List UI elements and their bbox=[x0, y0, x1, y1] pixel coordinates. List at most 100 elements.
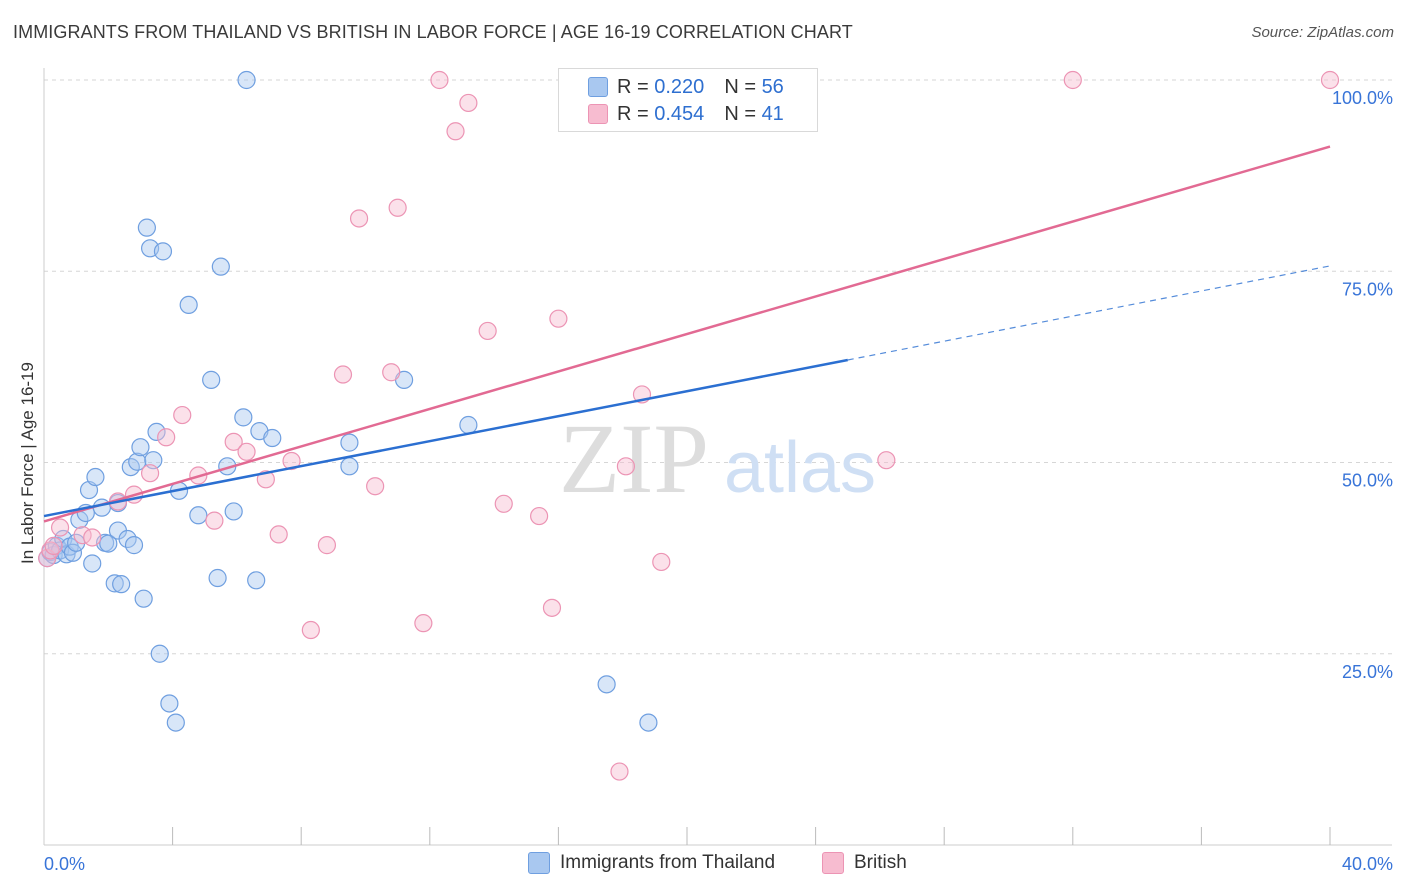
data-point-thailand bbox=[160, 694, 179, 713]
y-tick-label: 75.0% bbox=[1342, 279, 1393, 299]
trend-line-thailand-extension bbox=[847, 265, 1331, 361]
data-point-thailand bbox=[179, 295, 198, 315]
data-point-british bbox=[83, 528, 102, 547]
data-point-thailand bbox=[211, 257, 230, 276]
data-point-thailand bbox=[202, 370, 221, 389]
legend-thailand: Immigrants from Thailand bbox=[528, 852, 775, 874]
thailand-n-label: N = bbox=[724, 75, 756, 98]
data-point-thailand bbox=[86, 467, 105, 487]
data-point-thailand bbox=[224, 502, 243, 521]
data-point-british bbox=[610, 762, 629, 781]
data-point-thailand bbox=[166, 713, 185, 732]
data-point-british bbox=[430, 70, 449, 90]
x-tick-label-min: 0.0% bbox=[44, 854, 85, 874]
axes bbox=[43, 68, 1392, 846]
british-swatch bbox=[588, 104, 608, 124]
data-point-thailand bbox=[124, 536, 144, 555]
data-point-british bbox=[1063, 70, 1082, 90]
data-point-thailand bbox=[459, 415, 478, 435]
data-point-british bbox=[478, 321, 497, 341]
legend-british-label: British bbox=[854, 852, 907, 873]
data-point-british bbox=[317, 536, 337, 555]
british-r-label: R = bbox=[617, 102, 649, 125]
grid-lines bbox=[44, 79, 1392, 655]
data-point-british bbox=[301, 620, 320, 640]
british-stats-row: R = 0.454 N = 41 bbox=[617, 102, 784, 126]
data-point-thailand bbox=[131, 438, 150, 457]
data-point-british bbox=[157, 428, 176, 447]
data-point-british bbox=[224, 432, 243, 451]
legend-thailand-swatch bbox=[528, 852, 550, 874]
data-point-british bbox=[269, 525, 288, 544]
trend-line-thailand bbox=[43, 358, 848, 518]
data-point-british bbox=[50, 518, 70, 537]
data-point-british bbox=[616, 457, 636, 476]
data-point-british bbox=[349, 209, 369, 228]
british-n-value: 41 bbox=[761, 102, 784, 125]
data-point-british bbox=[44, 536, 63, 555]
x-tick-label-max: 40.0% bbox=[1342, 854, 1393, 874]
series-british bbox=[38, 70, 1340, 781]
data-point-british bbox=[256, 470, 275, 489]
data-point-british bbox=[140, 464, 160, 483]
data-point-british bbox=[1320, 70, 1340, 90]
data-point-british bbox=[237, 442, 256, 461]
stats-legend-box: R = 0.220 N = 56 R = 0.454 N = 41 bbox=[558, 68, 818, 132]
watermark: ZIP atlas bbox=[559, 403, 876, 514]
y-tick-label: 50.0% bbox=[1342, 471, 1393, 491]
trend-line-british bbox=[43, 145, 1331, 523]
thailand-stats-row: R = 0.220 N = 56 bbox=[617, 75, 784, 99]
thailand-r-value: 0.220 bbox=[654, 75, 705, 98]
data-point-thailand bbox=[247, 571, 266, 590]
data-point-british bbox=[652, 552, 671, 572]
data-point-thailand bbox=[234, 408, 253, 427]
data-point-thailand bbox=[147, 422, 166, 441]
data-point-british bbox=[494, 494, 513, 513]
data-point-thailand bbox=[340, 457, 359, 476]
data-point-british bbox=[414, 614, 433, 633]
data-point-british bbox=[382, 363, 401, 382]
data-point-thailand bbox=[83, 554, 102, 573]
data-point-thailand bbox=[63, 543, 83, 562]
data-point-thailand bbox=[128, 452, 147, 471]
data-point-thailand bbox=[112, 575, 131, 594]
source-credit: Source: ZipAtlas.com bbox=[1251, 24, 1394, 41]
thailand-n-value: 56 bbox=[761, 75, 784, 98]
data-point-thailand bbox=[134, 589, 153, 608]
data-point-british bbox=[333, 365, 353, 384]
data-point-british bbox=[549, 309, 568, 328]
legend-british: British bbox=[822, 852, 907, 874]
data-point-thailand bbox=[237, 70, 256, 90]
watermark-zip: ZIP bbox=[559, 403, 709, 514]
data-point-british bbox=[282, 451, 301, 471]
watermark-atlas: atlas bbox=[724, 428, 876, 508]
data-point-british bbox=[877, 451, 896, 470]
y-tick-label: 25.0% bbox=[1342, 662, 1393, 682]
thailand-r-label: R = bbox=[617, 75, 649, 98]
y-axis-label: In Labor Force | Age 16-19 bbox=[18, 362, 37, 564]
legend-british-swatch bbox=[822, 852, 844, 874]
data-point-thailand bbox=[105, 574, 124, 593]
data-point-thailand bbox=[99, 534, 118, 553]
data-point-british bbox=[530, 506, 549, 526]
series-thailand bbox=[38, 70, 780, 732]
british-r-value: 0.454 bbox=[654, 102, 705, 125]
y-tick-label: 100.0% bbox=[1332, 88, 1393, 108]
data-point-thailand bbox=[340, 433, 359, 452]
data-point-thailand bbox=[597, 675, 616, 694]
british-n-label: N = bbox=[724, 102, 756, 125]
data-point-british bbox=[173, 405, 192, 425]
data-point-british bbox=[388, 198, 407, 217]
chart-title: IMMIGRANTS FROM THAILAND VS BRITISH IN L… bbox=[13, 22, 853, 42]
data-point-thailand bbox=[263, 428, 282, 448]
data-point-thailand bbox=[150, 644, 169, 663]
data-point-british bbox=[542, 598, 562, 617]
data-point-thailand bbox=[189, 506, 208, 525]
trend-lines bbox=[43, 145, 1331, 523]
thailand-swatch bbox=[588, 77, 608, 97]
data-point-thailand bbox=[208, 568, 227, 588]
data-point-british bbox=[366, 477, 385, 496]
data-point-british bbox=[205, 511, 224, 530]
legend-thailand-label: Immigrants from Thailand bbox=[560, 852, 776, 873]
